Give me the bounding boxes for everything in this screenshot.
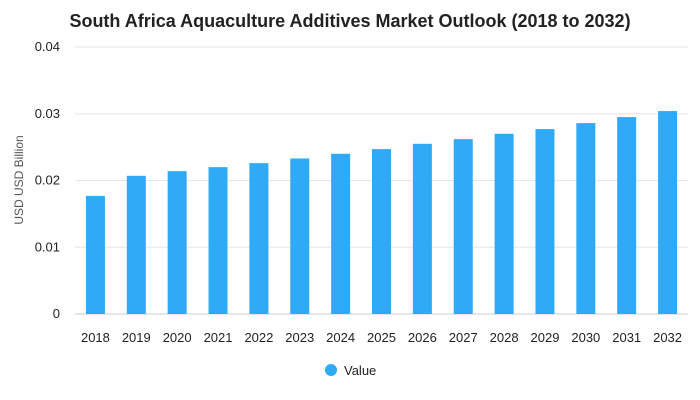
y-tick-label: 0 bbox=[53, 306, 60, 321]
bar-2024[interactable] bbox=[331, 153, 351, 314]
x-tick-label: 2030 bbox=[571, 330, 600, 345]
legend[interactable]: Value bbox=[325, 363, 376, 378]
x-tick-label: 2021 bbox=[204, 330, 233, 345]
bar-2022[interactable] bbox=[249, 163, 269, 314]
bar-2029[interactable] bbox=[535, 129, 555, 314]
y-tick-label: 0.04 bbox=[35, 39, 60, 54]
bar-2026[interactable] bbox=[412, 143, 432, 314]
y-tick-label: 0.01 bbox=[35, 239, 60, 254]
x-tick-label: 2018 bbox=[81, 330, 110, 345]
x-tick-label: 2029 bbox=[531, 330, 560, 345]
bar-2019[interactable] bbox=[126, 175, 146, 314]
x-tick-label: 2019 bbox=[122, 330, 151, 345]
bar-2031[interactable] bbox=[617, 117, 637, 315]
bar-2020[interactable] bbox=[167, 171, 187, 314]
legend-label-value: Value bbox=[344, 363, 376, 378]
bar-2030[interactable] bbox=[576, 123, 596, 314]
bar-2027[interactable] bbox=[453, 139, 473, 314]
bar-2028[interactable] bbox=[494, 133, 514, 314]
y-axis-label: USD USD Billion bbox=[12, 135, 26, 224]
x-tick-label: 2022 bbox=[244, 330, 273, 345]
x-tick-label: 2027 bbox=[449, 330, 478, 345]
bar-2025[interactable] bbox=[372, 149, 391, 314]
x-tick-label: 2031 bbox=[612, 330, 641, 345]
x-tick-label: 2020 bbox=[163, 330, 192, 345]
bars bbox=[85, 111, 678, 315]
y-tick-label: 0.03 bbox=[35, 106, 60, 121]
bar-2021[interactable] bbox=[208, 167, 228, 314]
x-tick-label: 2028 bbox=[490, 330, 519, 345]
y-tick-label: 0.02 bbox=[35, 173, 60, 188]
x-axis-ticks: 2018 2019 2020 2021 2022 2023 2024 2025 2026 2027… bbox=[81, 330, 682, 345]
x-tick-label: 2023 bbox=[285, 330, 314, 345]
x-tick-label: 2025 bbox=[367, 330, 396, 345]
bar-2032[interactable] bbox=[658, 111, 678, 314]
x-tick-label: 2026 bbox=[408, 330, 437, 345]
x-tick-label: 2024 bbox=[326, 330, 355, 345]
y-axis-ticks: 0 0.01 0.02 0.03 0.04 bbox=[35, 39, 60, 321]
chart-title: South Africa Aquaculture Additives Marke… bbox=[69, 11, 630, 31]
bar-2018[interactable] bbox=[85, 195, 105, 314]
legend-swatch-value bbox=[325, 364, 337, 376]
x-tick-label: 2032 bbox=[653, 330, 682, 345]
bar-2023[interactable] bbox=[290, 158, 310, 314]
